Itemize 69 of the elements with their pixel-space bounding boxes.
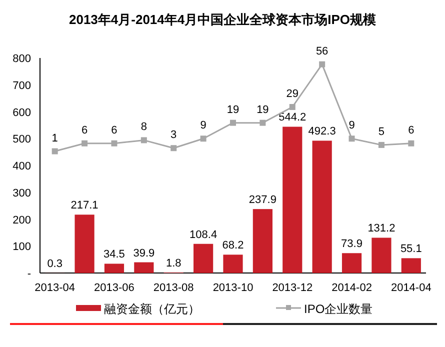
bar <box>282 126 302 273</box>
y-tick-label: 100 <box>12 241 31 254</box>
y-tick-label: 700 <box>12 80 31 92</box>
data-label: 6 <box>81 124 88 136</box>
bar <box>252 209 272 273</box>
data-label: 55.1 <box>400 243 422 256</box>
data-label: 1.8 <box>166 258 182 270</box>
point <box>52 148 58 154</box>
point <box>200 136 206 142</box>
legend-label: 融资金额（亿元） <box>104 302 200 316</box>
data-label: 56 <box>316 45 328 58</box>
bar <box>104 264 124 273</box>
bar <box>223 254 243 273</box>
data-label: 9 <box>348 120 355 132</box>
bar <box>134 262 154 273</box>
y-tick-label: 500 <box>12 134 31 146</box>
bar <box>401 258 421 273</box>
bar <box>312 140 332 273</box>
point <box>378 142 384 148</box>
data-label: 5 <box>378 126 385 138</box>
point <box>348 136 355 142</box>
x-tick-label: 2014-02 <box>332 282 372 294</box>
point <box>319 61 326 68</box>
y-tick-label: 300 <box>12 187 31 200</box>
chart-title: 2013年4月-2014年4月中国企业全球资本市场IPO规模 <box>68 12 376 27</box>
data-label: 237.9 <box>248 194 276 206</box>
data-label: 73.9 <box>341 238 362 250</box>
data-label: 9 <box>200 120 206 132</box>
data-label: 108.4 <box>190 228 218 241</box>
x-tick-label: 2013-10 <box>212 282 254 294</box>
x-tick-label: 2013-04 <box>34 282 76 294</box>
data-label: 3 <box>170 129 177 142</box>
data-label: 8 <box>140 121 147 134</box>
data-label: 19 <box>226 104 240 116</box>
point <box>230 120 236 126</box>
y-tick-label: 600 <box>12 106 31 119</box>
bar <box>194 244 214 273</box>
bar <box>74 214 94 273</box>
bar <box>342 253 362 273</box>
point <box>140 137 147 144</box>
x-tick-label: 2013-08 <box>153 282 194 294</box>
data-label: 1 <box>52 132 58 144</box>
x-tick-label: 2013-06 <box>94 282 134 294</box>
data-label: 34.5 <box>104 248 125 261</box>
data-label: 29 <box>286 88 299 100</box>
data-label: 39.9 <box>133 247 155 260</box>
y-tick-label: - <box>27 268 32 280</box>
point <box>289 104 296 110</box>
point <box>260 120 266 126</box>
y-tick-label: 800 <box>12 53 31 65</box>
y-tick-label: 400 <box>12 160 31 172</box>
x-tick-label: 2013-12 <box>272 282 313 294</box>
point <box>408 140 414 146</box>
data-label: 19 <box>256 104 269 116</box>
legend-label: IPO企业数量 <box>304 302 373 316</box>
point <box>111 140 118 146</box>
point <box>82 140 88 146</box>
data-label: 6 <box>111 124 118 136</box>
data-label: 492.3 <box>308 126 336 138</box>
data-label: 217.1 <box>70 200 98 212</box>
data-label: 0.3 <box>47 258 62 270</box>
data-label: 6 <box>408 124 414 136</box>
data-label: 68.2 <box>222 240 244 252</box>
x-tick-label: 2014-04 <box>390 282 432 294</box>
bar <box>372 238 392 273</box>
y-tick-label: 200 <box>12 214 31 226</box>
data-label: 544.2 <box>278 112 306 124</box>
data-label: 131.2 <box>368 222 396 235</box>
point <box>170 145 177 152</box>
